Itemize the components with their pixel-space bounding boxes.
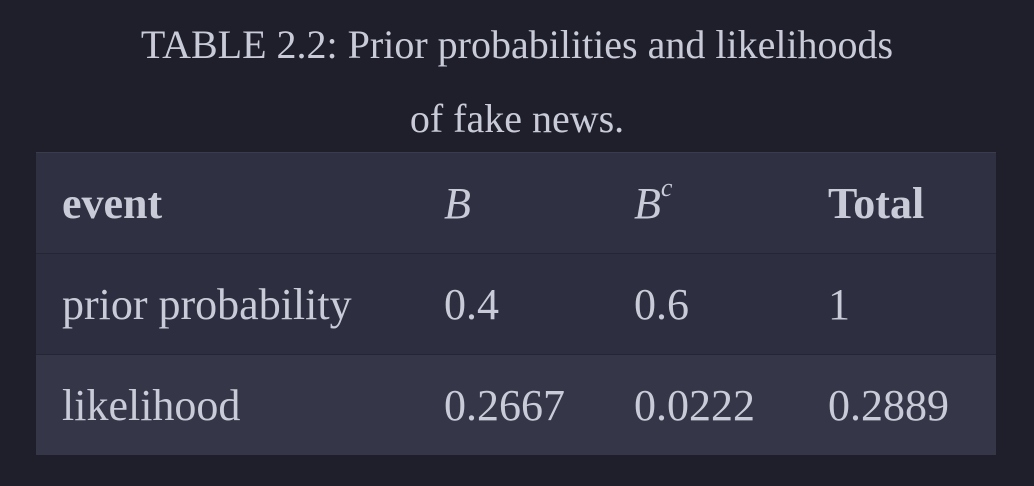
cell-b-complement: 0.0222 bbox=[634, 380, 755, 430]
table-row: prior probability 0.4 0.6 1 bbox=[36, 253, 996, 355]
table-caption: TABLE 2.2: Prior probabilities and likel… bbox=[0, 8, 1034, 156]
table-row: likelihood 0.2667 0.0222 0.2889 bbox=[36, 354, 996, 455]
cell-b: 0.2667 bbox=[444, 380, 565, 430]
cell-total: 1 bbox=[828, 279, 850, 329]
header-b-complement-base: B bbox=[634, 178, 661, 228]
cell-b: 0.4 bbox=[444, 279, 499, 329]
header-event: event bbox=[62, 178, 163, 228]
cell-event: likelihood bbox=[62, 380, 241, 430]
cell-b-complement: 0.6 bbox=[634, 279, 689, 329]
header-total: Total bbox=[828, 178, 925, 228]
cell-event: prior probability bbox=[62, 279, 352, 329]
header-b: B bbox=[444, 178, 471, 228]
cell-total: 0.2889 bbox=[828, 380, 949, 430]
caption-line-1: TABLE 2.2: Prior probabilities and likel… bbox=[140, 22, 894, 67]
header-b-complement: Bc bbox=[608, 153, 802, 254]
complement-superscript: c bbox=[660, 172, 673, 202]
probability-table: event B Bc Total prior probability 0.4 0… bbox=[36, 152, 996, 455]
caption-line-2: of fake news. bbox=[409, 96, 625, 141]
table-header-row: event B Bc Total bbox=[36, 152, 996, 254]
